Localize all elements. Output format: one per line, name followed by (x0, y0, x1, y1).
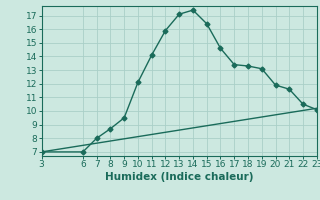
X-axis label: Humidex (Indice chaleur): Humidex (Indice chaleur) (105, 172, 253, 182)
